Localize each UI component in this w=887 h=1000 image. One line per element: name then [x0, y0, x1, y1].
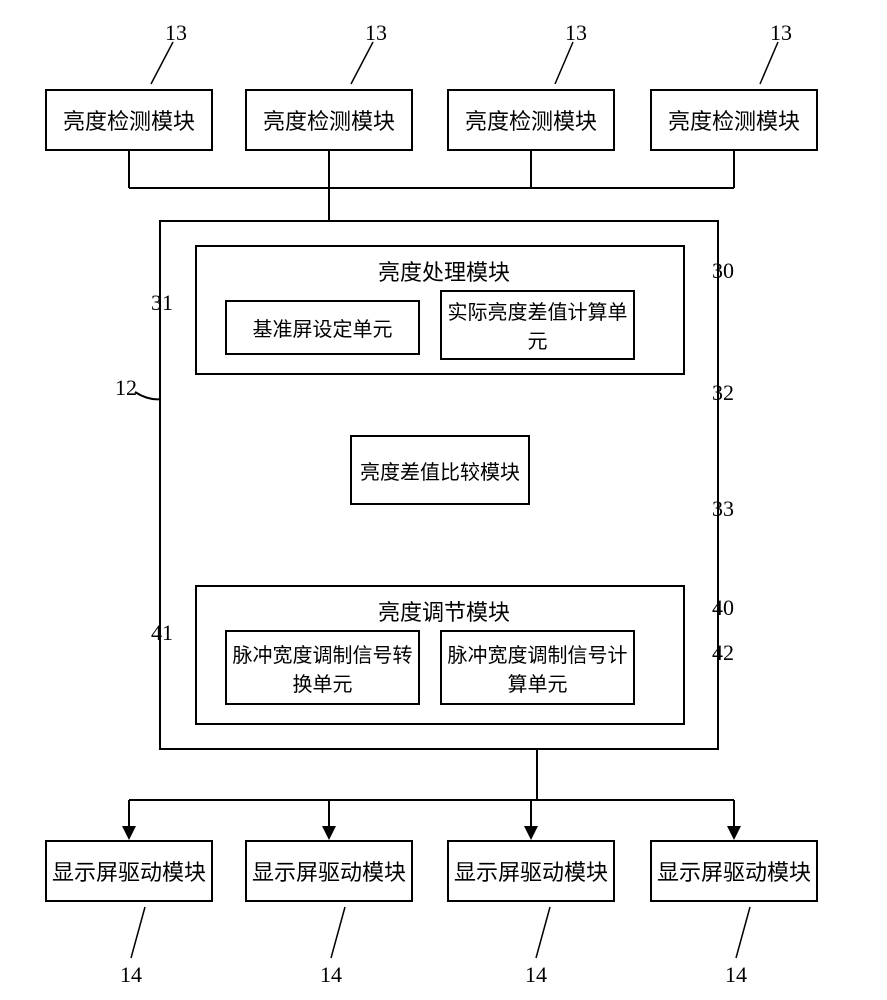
ref-13-3: 13: [770, 20, 792, 46]
display-driver-module-1: 显示屏驱动模块: [245, 840, 413, 902]
pwm-calc-unit: 脉冲宽度调制信号计算单元: [440, 630, 635, 705]
ref-33: 33: [712, 496, 734, 522]
ref-14-1: 14: [320, 962, 342, 988]
pwm-convert-unit: 脉冲宽度调制信号转换单元: [225, 630, 420, 705]
ref-14-3: 14: [725, 962, 747, 988]
adjust-module-title: 亮度调节模块: [378, 595, 510, 627]
display-driver-module-2: 显示屏驱动模块: [447, 840, 615, 902]
brightness-detect-module-1: 亮度检测模块: [245, 89, 413, 151]
display-driver-module-3: 显示屏驱动模块: [650, 840, 818, 902]
ref-13-2: 13: [565, 20, 587, 46]
ref-30: 30: [712, 258, 734, 284]
ref-13-1: 13: [365, 20, 387, 46]
ref-40: 40: [712, 595, 734, 621]
actual-diff-calc-unit: 实际亮度差值计算单元: [440, 290, 635, 360]
brightness-diff-compare-module: 亮度差值比较模块: [350, 435, 530, 505]
brightness-detect-module-3: 亮度检测模块: [650, 89, 818, 151]
ref-screen-set-unit: 基准屏设定单元: [225, 300, 420, 355]
ref-12: 12: [115, 375, 137, 401]
ref-14-0: 14: [120, 962, 142, 988]
ref-41: 41: [151, 620, 173, 646]
brightness-detect-module-0: 亮度检测模块: [45, 89, 213, 151]
ref-31: 31: [151, 290, 173, 316]
ref-32: 32: [712, 380, 734, 406]
brightness-detect-module-2: 亮度检测模块: [447, 89, 615, 151]
proc-module-title: 亮度处理模块: [378, 255, 510, 287]
ref-13-0: 13: [165, 20, 187, 46]
ref-42: 42: [712, 640, 734, 666]
display-driver-module-0: 显示屏驱动模块: [45, 840, 213, 902]
ref-14-2: 14: [525, 962, 547, 988]
